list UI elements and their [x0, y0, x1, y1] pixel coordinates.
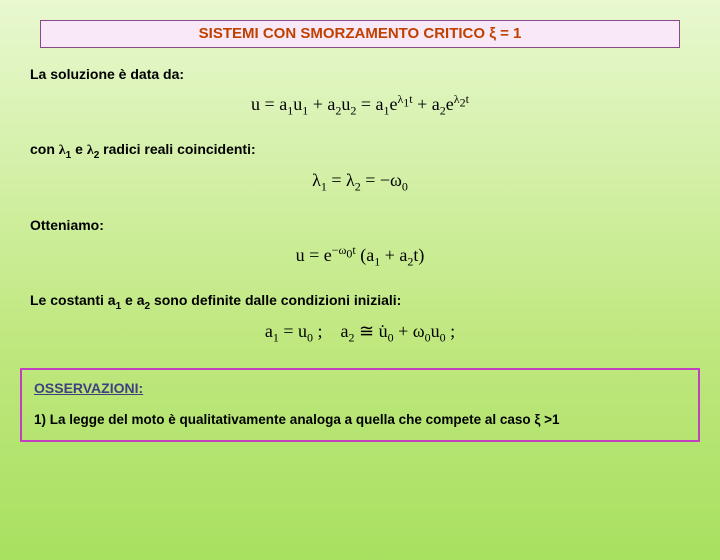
formula-general-solution: u = a1u1 + a2u2 = a1eλ1t + a2eλ2t — [30, 92, 690, 119]
formula-constants: a1 = u0 ; a2 ≅ u̇0 + ω0u0 ; — [30, 321, 690, 346]
formula-roots: λ1 = λ2 = −ω0 — [30, 170, 690, 195]
const-pre: Le costanti a — [30, 292, 116, 308]
observations-box: OSSERVAZIONI: 1) La legge del moto è qua… — [20, 368, 700, 442]
roots-mid: e — [71, 141, 87, 157]
title-box: SISTEMI CON SMORZAMENTO CRITICO ξ = 1 — [40, 20, 680, 48]
intro-line: La soluzione è data da: — [30, 66, 690, 82]
const-post: sono definite dalle condizioni iniziali: — [150, 292, 401, 308]
roots-pre: con — [30, 141, 59, 157]
content-area: La soluzione è data da: u = a1u1 + a2u2 … — [0, 48, 720, 346]
roots-post: radici reali coincidenti: — [99, 141, 255, 157]
obtain-line: Otteniamo: — [30, 217, 690, 233]
observations-title: OSSERVAZIONI: — [34, 380, 686, 396]
const-mid: e a — [121, 292, 144, 308]
observation-1: 1) La legge del moto è qualitativamente … — [34, 410, 686, 430]
lambda2-symbol: λ — [87, 143, 94, 158]
lambda1-symbol: λ — [59, 143, 66, 158]
title-text: SISTEMI CON SMORZAMENTO CRITICO ξ = 1 — [199, 25, 522, 42]
formula-solution: u = e−ω0t (a1 + a2t) — [30, 243, 690, 270]
constants-line: Le costanti a1 e a2 sono definite dalle … — [30, 292, 690, 312]
roots-line: con λ1 e λ2 radici reali coincidenti: — [30, 141, 690, 161]
